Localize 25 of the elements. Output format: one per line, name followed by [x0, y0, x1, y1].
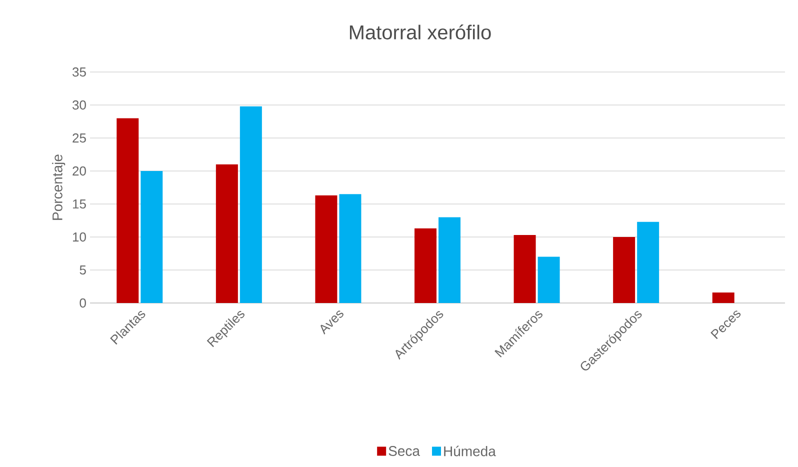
y-tick-label: 0 — [80, 298, 86, 308]
y-axis-title: Porcentaje — [52, 154, 66, 220]
y-tick-label: 30 — [72, 100, 86, 110]
bar — [339, 194, 362, 303]
bar — [414, 228, 436, 303]
bar — [116, 118, 139, 303]
bar — [216, 164, 238, 303]
y-tick-label: 35 — [72, 67, 86, 77]
bar — [438, 217, 460, 303]
y-tick-label: 15 — [73, 199, 86, 209]
bar — [712, 292, 734, 303]
y-tick-label: 10 — [73, 232, 86, 242]
bar — [315, 195, 338, 303]
bar — [613, 237, 636, 303]
bar — [514, 235, 536, 303]
y-tick-label: 5 — [80, 265, 86, 275]
bar — [538, 256, 560, 303]
chart-title: Matorral xerófilo — [350, 24, 491, 40]
legend-label: Húmeda — [444, 446, 496, 456]
y-tick-label: 25 — [72, 133, 86, 143]
y-tick-label: 20 — [72, 166, 86, 176]
legend-label: Seca — [388, 446, 420, 456]
bar — [140, 171, 163, 303]
bar — [637, 222, 660, 303]
bar — [240, 106, 262, 303]
